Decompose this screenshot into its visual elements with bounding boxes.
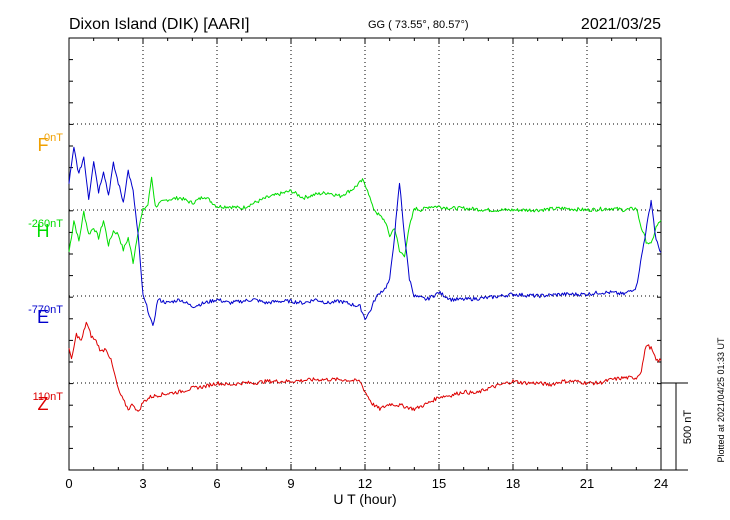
- grid: [69, 38, 661, 470]
- x-tick-label: 0: [65, 476, 72, 491]
- component-label-e: E: [37, 307, 49, 327]
- series-lines: [68, 146, 662, 412]
- series-line-e: [68, 146, 662, 326]
- component-baseline-f: 0nT: [44, 132, 63, 144]
- component-baseline-e: -770nT: [28, 304, 63, 316]
- scale-bar: [661, 382, 688, 471]
- scale-bar-label: 500 nT: [682, 410, 694, 445]
- x-tick-labels: 0 3 6 9 12 15 18 21 24: [65, 476, 668, 491]
- x-tick-label: 15: [432, 476, 446, 491]
- x-tick-label: 18: [506, 476, 520, 491]
- component-label-f: F: [38, 135, 49, 155]
- chart-date: 2021/03/25: [581, 16, 661, 33]
- x-tick-label: 12: [358, 476, 372, 491]
- plotted-timestamp: Plotted at 2021/04/25 01:33 UT: [716, 337, 726, 463]
- station-title: Dixon Island (DIK) [AARI]: [69, 16, 250, 33]
- component-label-z: Z: [38, 394, 49, 414]
- station-coords: GG ( 73.55°, 80.57°): [368, 19, 469, 31]
- x-tick-label: 3: [139, 476, 146, 491]
- series-line-h: [68, 176, 662, 265]
- series-line-z: [68, 321, 662, 412]
- x-tick-label: 6: [213, 476, 220, 491]
- x-tick-label: 9: [287, 476, 294, 491]
- component-label-h: H: [37, 221, 50, 241]
- axis-ticks: [68, 37, 662, 470]
- x-tick-label: 24: [654, 476, 668, 491]
- component-baseline-h: -260nT: [28, 218, 63, 230]
- component-baseline-z: 110nT: [33, 391, 64, 403]
- x-axis-label: U T (hour): [333, 491, 396, 507]
- x-tick-label: 21: [580, 476, 594, 491]
